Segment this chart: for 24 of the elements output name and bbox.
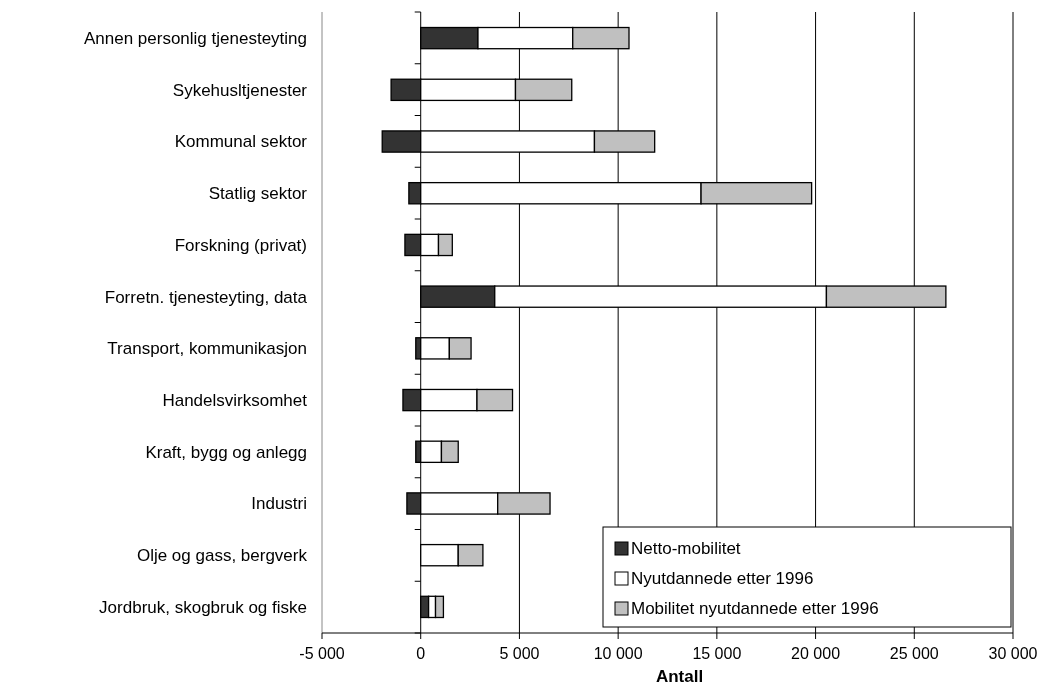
legend-label: Netto-mobilitet (631, 539, 741, 558)
y-tick-label: Forretn. tjenesteyting, data (104, 287, 308, 307)
y-tick-label: Transport, kommunikasjon (107, 339, 307, 359)
y-tick-label: Jordbruk, skogbruk og fiske (99, 597, 307, 617)
y-tick-label: Annen personlig tjenesteyting (83, 29, 307, 49)
x-tick-label: 30 000 (988, 645, 1038, 662)
x-tick-label: -5 000 (299, 645, 345, 662)
legend-label: Nyutdannede etter 1996 (631, 569, 814, 588)
y-tick-label: Industri (251, 494, 307, 514)
y-tick-label: Handelsvirksomhet (162, 391, 308, 411)
y-tick-label: Olje og gass, bergverk (136, 546, 308, 566)
x-tick-label: 25 000 (889, 645, 939, 662)
y-tick-label: Statlig sektor (208, 184, 308, 204)
x-tick-label: 20 000 (791, 645, 841, 662)
y-tick-label: Sykehusltjenester (172, 80, 308, 100)
x-tick-label: 10 000 (593, 645, 643, 662)
y-tick-label: Kraft, bygg og anlegg (145, 442, 307, 462)
legend-label: Mobilitet nyutdannede etter 1996 (631, 599, 879, 618)
x-axis-title: Antall (655, 667, 704, 686)
x-tick-label: 15 000 (692, 645, 742, 662)
y-tick-label: Forskning (privat) (174, 235, 307, 255)
x-tick-label: 0 (416, 645, 426, 662)
y-tick-label: Kommunal sektor (174, 132, 308, 152)
x-tick-label: 5 000 (499, 645, 540, 662)
